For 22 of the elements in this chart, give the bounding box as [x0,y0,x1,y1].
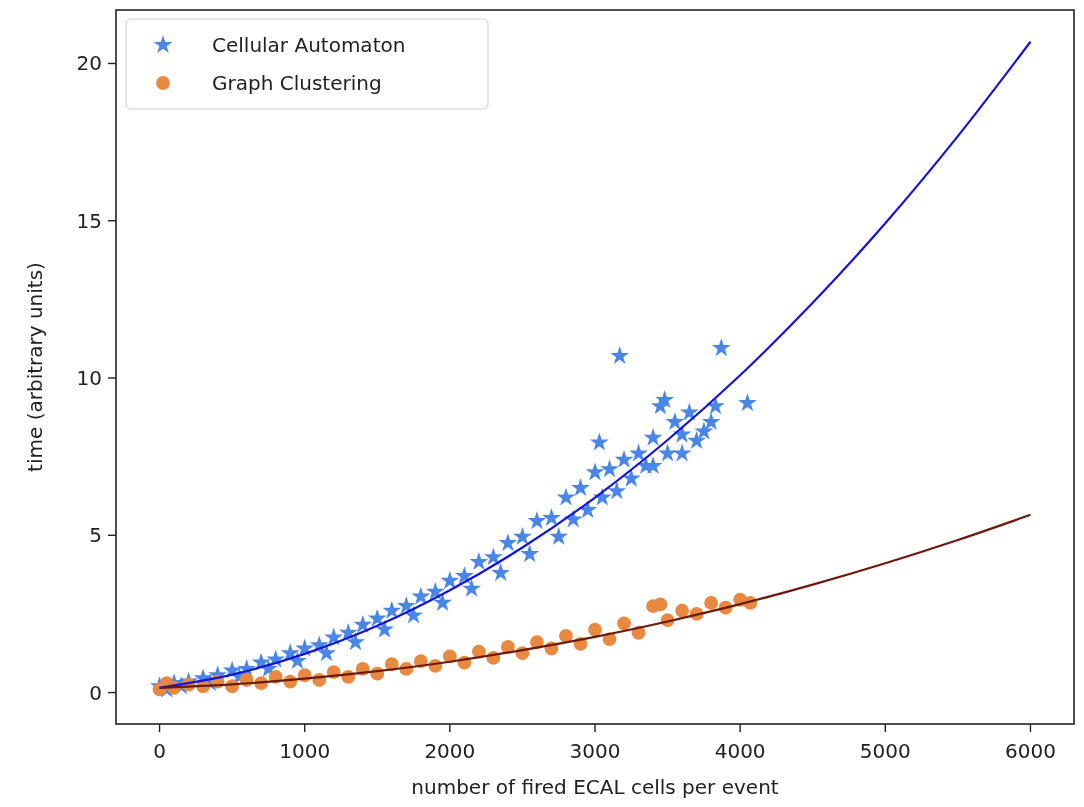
y-axis-title: time (arbitrary units) [23,262,47,472]
point [704,596,719,610]
y-tick-label: 10 [76,366,102,391]
x-tick-label: 6000 [1005,739,1056,763]
x-axis-title: number of fired ECAL cells per event [411,775,779,799]
y-tick-label: 15 [76,208,102,233]
x-tick-label: 0 [153,739,166,763]
x-tick-label: 4000 [714,739,766,763]
point [617,616,631,631]
y-tick-label: 20 [76,51,102,76]
point [588,622,602,637]
x-tick-label: 3000 [569,739,621,763]
point [675,603,689,618]
x-tick-label: 5000 [859,739,911,763]
x-tick-label: 2000 [424,739,476,763]
legend-label: Cellular Automaton [212,33,406,57]
y-tick-label: 5 [89,523,102,548]
y-tick-label: 0 [89,680,102,705]
legend-label: Graph Clustering [212,71,382,95]
x-tick-label: 1000 [279,739,331,763]
point [559,629,573,643]
point [653,597,668,612]
